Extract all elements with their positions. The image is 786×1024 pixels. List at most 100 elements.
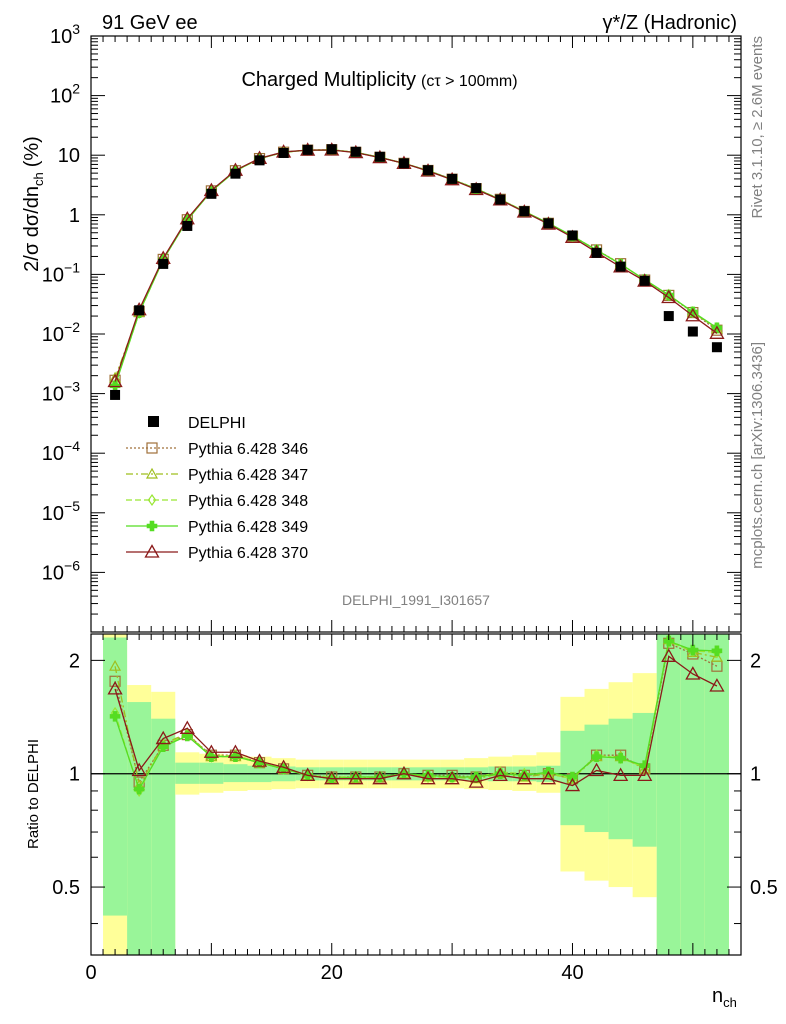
legend-entry: Pythia 6.428 349 [126, 519, 308, 536]
ratio-uncertainty-bands [103, 634, 729, 955]
ratio-series-marker [663, 635, 675, 647]
y-tick-label: 10−6 [42, 557, 80, 584]
ratio-series-marker [324, 770, 340, 785]
data-point [278, 147, 289, 158]
y-tick-label: 10−1 [42, 259, 80, 286]
legend-entry: Pythia 6.428 346 [126, 441, 308, 458]
ratio-series-marker [251, 753, 268, 767]
x-axis-label-main: n [712, 985, 723, 1007]
y-tick-label: 102 [50, 81, 80, 108]
legend-entry-data: DELPHI [148, 415, 246, 432]
band-inner-bin [608, 718, 633, 840]
y-tick-label: 10 [58, 145, 80, 167]
legend-label: Pythia 6.428 348 [188, 493, 308, 510]
ratio-series-marker [591, 751, 602, 762]
x-tick-label: 20 [321, 962, 343, 984]
legend-entry: Pythia 6.428 347 [126, 467, 308, 484]
ratio-series-marker [613, 767, 629, 782]
legend-marker [147, 493, 157, 507]
main-series-marker [685, 307, 701, 322]
band-inner-bin [680, 634, 705, 955]
y-tick-label: 1 [69, 205, 80, 227]
mcplots-label: mcplots.cern.ch [arXiv:1306.3436] [749, 342, 766, 569]
data-point [374, 151, 385, 162]
y-tick-label: 10−4 [42, 438, 80, 465]
x-tick-label: 40 [561, 962, 583, 984]
ratio-series-marker [615, 752, 626, 764]
y-tick-label: 103 [50, 21, 80, 48]
legend-label-data: DELPHI [188, 415, 246, 432]
ratio-series-marker [710, 650, 723, 662]
data-point [663, 311, 674, 322]
ratio-series-marker [109, 675, 121, 687]
x-axis-label: nch [712, 985, 737, 1010]
legend-marker [144, 544, 160, 558]
ratio-series-marker [109, 659, 122, 671]
ratio-series-group [107, 648, 725, 792]
legend-marker-data [148, 416, 159, 427]
x-axis-label-sub: ch [723, 995, 737, 1010]
ratio-series-marker [155, 730, 171, 745]
ratio-series-marker [709, 678, 725, 692]
data-point [495, 194, 506, 205]
ratio-series-marker [564, 777, 581, 792]
legend-label: Pythia 6.428 347 [188, 467, 308, 484]
axis-tick-labels: 0 20 4010310210110−110−210−310−410−510−60.… [42, 21, 778, 984]
analysis-label: DELPHI_1991_I301657 [342, 592, 490, 608]
data-point [423, 165, 434, 176]
data-point [615, 261, 626, 272]
band-inner-bin [151, 718, 176, 955]
ratio-series-marker [107, 681, 123, 695]
ratio-series-marker [661, 648, 677, 662]
main-series-group [109, 144, 723, 386]
data-point [447, 173, 458, 184]
main-series-group [109, 144, 723, 392]
legend-label: Pythia 6.428 346 [188, 441, 308, 458]
ratio-tick-label-right: 0.5 [750, 877, 778, 899]
ratio-series-marker [109, 711, 121, 722]
main-series-line [114, 149, 718, 379]
ratio-series-line [114, 640, 717, 793]
main-series-line [114, 149, 718, 381]
ratio-series-marker [275, 759, 292, 773]
y-tick-label: 10−5 [42, 498, 80, 525]
axis-ticks [90, 35, 742, 955]
chart-title: Charged Multiplicity [241, 69, 416, 91]
band-inner-bin [584, 724, 609, 833]
ratio-series-marker [444, 770, 460, 785]
data-point [350, 146, 361, 157]
ratio-series-marker [179, 720, 195, 734]
data-point [471, 183, 482, 194]
main-series-marker [661, 289, 677, 304]
ratio-tick-label-right: 2 [750, 650, 761, 672]
band-inner-bin [103, 637, 128, 916]
ratio-series-marker [492, 767, 508, 782]
legend-entry: Pythia 6.428 348 [126, 493, 308, 510]
main-panel-frame [90, 35, 742, 633]
ratio-series-marker [131, 762, 147, 777]
data-point [206, 188, 217, 199]
ratio-series-marker [396, 765, 412, 780]
data-points-group [110, 144, 722, 400]
data-point [398, 158, 409, 169]
ratio-series-marker [420, 770, 436, 785]
data-point [567, 230, 578, 241]
y-axis-label-unit: (%) [21, 136, 43, 167]
ratio-series-marker [300, 767, 316, 782]
ratio-y-axis-label: Ratio to DELPHI [25, 739, 42, 849]
y-axis-label-sub: ch [31, 172, 46, 186]
data-point [302, 144, 313, 155]
ratio-series-marker [348, 770, 364, 785]
y-tick-label: 10−2 [42, 319, 80, 346]
ratio-series-marker [203, 744, 219, 758]
y-axis-label-main: 2/σ dσ/dn [21, 186, 43, 272]
data-point [110, 389, 121, 400]
ratio-tick-label-left: 0.5 [52, 877, 80, 899]
ratio-series-marker [468, 774, 484, 788]
legend-label: Pythia 6.428 370 [188, 545, 308, 562]
chart-title-suffix: (cτ > 100mm) [421, 73, 518, 90]
ratio-series-marker [227, 744, 244, 758]
ratio-series-marker [687, 644, 699, 656]
ratio-series-marker [588, 762, 605, 777]
